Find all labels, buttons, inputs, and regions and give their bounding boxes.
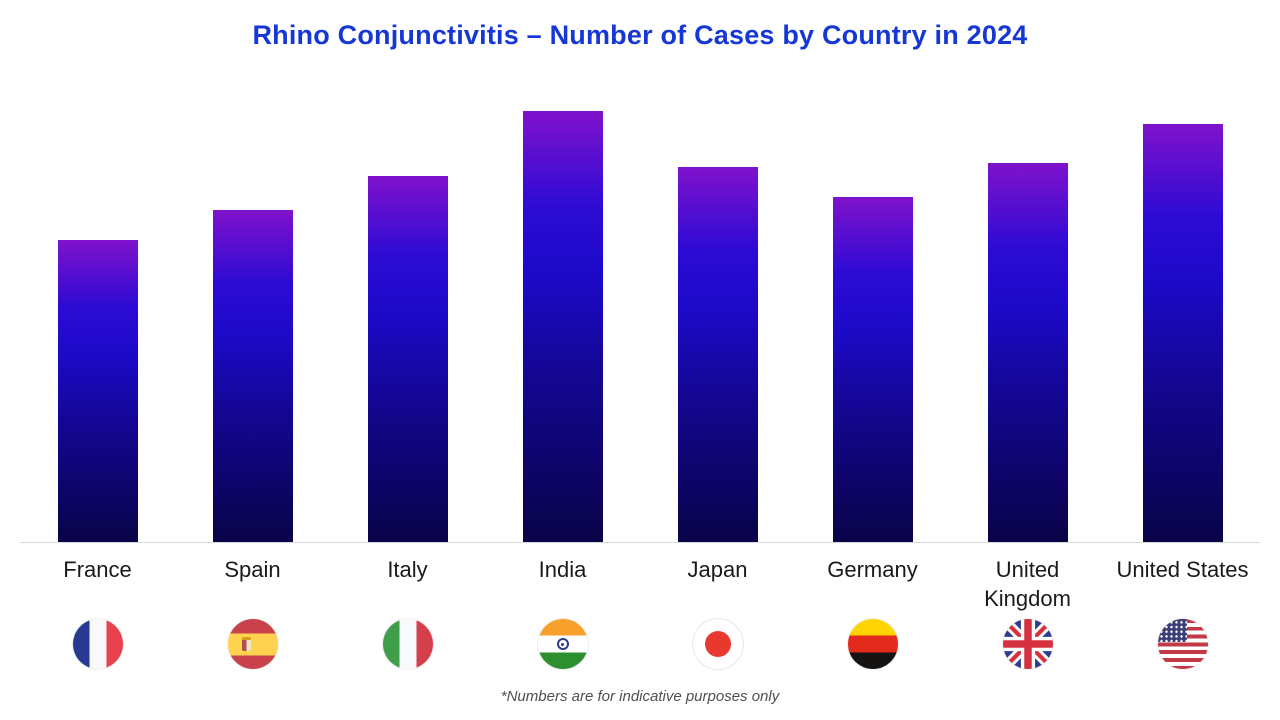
bar-united-states [1142,123,1223,542]
axis-label-column-germany: Germany [795,556,950,613]
axis-label-column-united-states: United States [1105,556,1260,613]
flag-germany-icon [847,619,898,669]
flag-column-france [20,619,175,669]
bar-spain [212,210,293,542]
axis-label-germany: Germany [827,557,918,582]
union-jack-graphic [1002,619,1053,669]
axis-label-column-italy: Italy [330,556,485,613]
flag-column-united-states [1105,619,1260,669]
bar-column-united-kingdom [950,60,1105,542]
ashoka-chakra [556,638,569,650]
bar-united-kingdom [987,162,1068,542]
flag-column-spain [175,619,330,669]
axis-label-united-kingdom: United Kingdom [984,557,1071,611]
bar-india [522,111,603,542]
us-star-canton [1157,619,1187,643]
bar-column-japan [640,60,795,542]
axis-label-italy: Italy [387,557,428,582]
axis-label-spain: Spain [224,557,281,582]
flag-column-germany [795,619,950,669]
bar-france [57,240,138,542]
flag-japan-icon [692,619,743,669]
plot-area [20,60,1260,543]
chart-title: Rhino Conjunctivitis – Number of Cases b… [252,20,1028,50]
bar-column-india [485,60,640,542]
spain-crest [241,637,251,651]
axis-label-column-united-kingdom: United Kingdom [950,556,1105,613]
flag-column-united-kingdom [950,619,1105,669]
flag-column-india [485,619,640,669]
footnote: *Numbers are for indicative purposes onl… [500,688,780,705]
bar-column-united-states [1105,60,1260,542]
bar-japan [677,167,758,542]
axis-label-united-states: United States [1116,557,1249,582]
flag-united-states-icon [1157,619,1208,669]
bar-column-italy [330,60,485,542]
bar-italy [367,175,448,542]
axis-label-india: India [538,557,587,582]
axis-label-france: France [63,557,132,582]
axis-label-japan: Japan [687,557,748,582]
category-axis: France Spain Italy India Japan Germany United … [20,556,1260,613]
flag-spain-icon [227,619,278,669]
flag-france-icon [72,619,123,669]
bar-column-france [20,60,175,542]
axis-label-column-spain: Spain [175,556,330,613]
flags-row [20,619,1260,669]
flag-column-japan [640,619,795,669]
axis-label-column-india: India [485,556,640,613]
axis-label-column-japan: Japan [640,556,795,613]
flag-italy-icon [382,619,433,669]
flag-column-italy [330,619,485,669]
flag-united-kingdom-icon [1002,619,1053,669]
japan-sun-disc [704,631,731,657]
bar-column-germany [795,60,950,542]
flag-india-icon [537,619,588,669]
bar-column-spain [175,60,330,542]
axis-label-column-france: France [20,556,175,613]
bar-germany [832,197,913,542]
